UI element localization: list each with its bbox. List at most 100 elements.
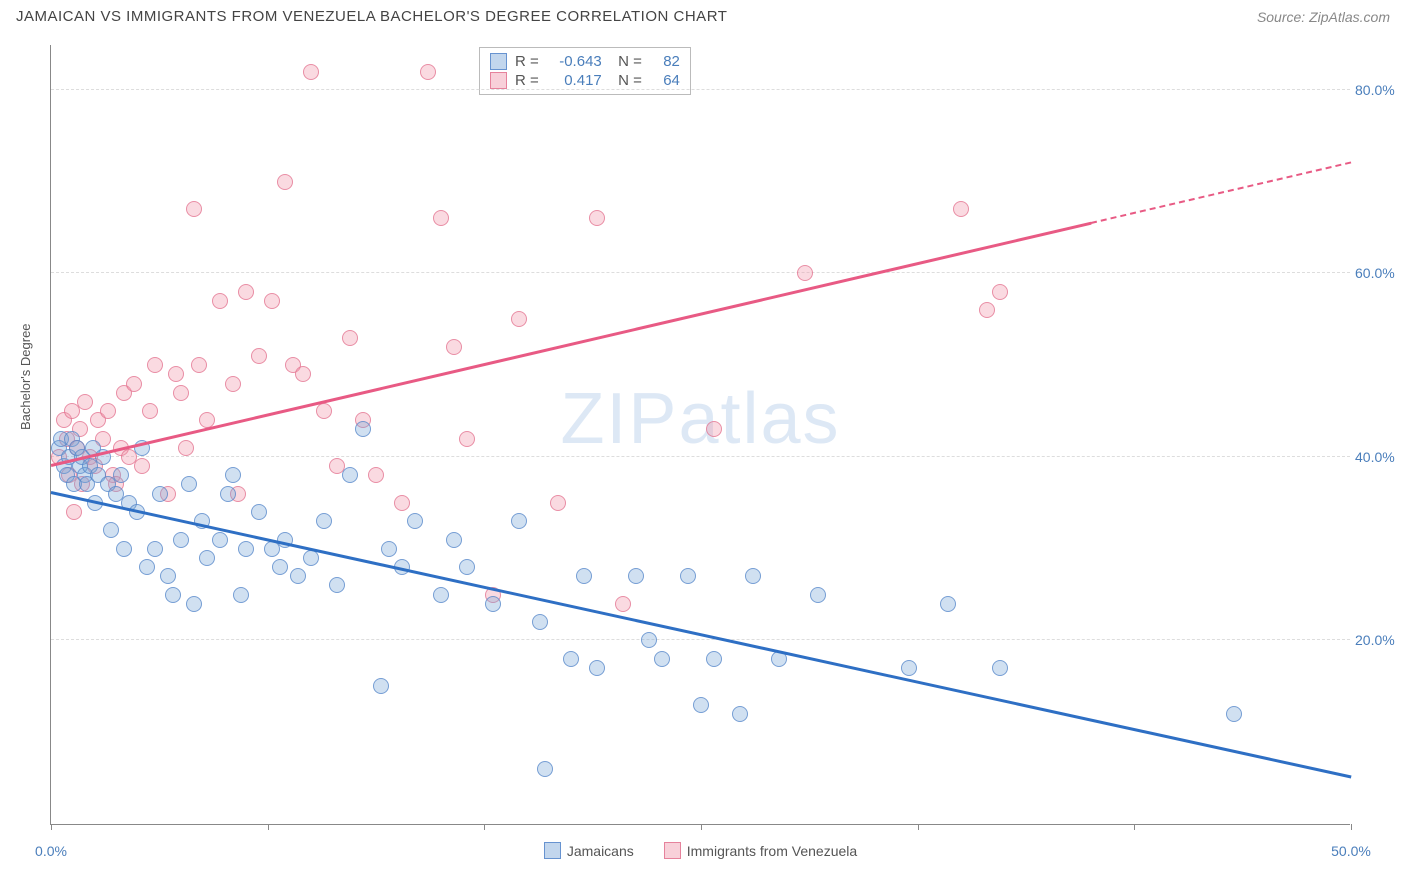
r-value-pink: 0.417	[547, 72, 602, 89]
data-point	[810, 587, 826, 603]
data-point	[77, 394, 93, 410]
data-point	[126, 376, 142, 392]
scatter-chart: ZIPatlas R = -0.643 N = 82 R = 0.417 N =…	[50, 45, 1350, 825]
data-point	[446, 532, 462, 548]
data-point	[381, 541, 397, 557]
data-point	[420, 64, 436, 80]
n-value-pink: 64	[650, 72, 680, 89]
data-point	[368, 467, 384, 483]
ytick-label: 20.0%	[1355, 632, 1406, 648]
data-point	[537, 761, 553, 777]
data-point	[199, 550, 215, 566]
ytick-label: 40.0%	[1355, 449, 1406, 465]
n-value-blue: 82	[650, 53, 680, 70]
data-point	[732, 706, 748, 722]
data-point	[147, 541, 163, 557]
xtick-label-left: 0.0%	[35, 843, 67, 859]
data-point	[316, 403, 332, 419]
trend-line	[51, 221, 1092, 466]
data-point	[264, 293, 280, 309]
data-point	[550, 495, 566, 511]
data-point	[147, 357, 163, 373]
data-point	[511, 513, 527, 529]
data-point	[178, 440, 194, 456]
data-point	[433, 210, 449, 226]
data-point	[173, 532, 189, 548]
watermark: ZIPatlas	[560, 378, 840, 460]
data-point	[160, 568, 176, 584]
data-point	[238, 284, 254, 300]
data-point	[329, 577, 345, 593]
data-point	[373, 678, 389, 694]
data-point	[706, 421, 722, 437]
data-point	[342, 467, 358, 483]
stats-row-pink: R = 0.417 N = 64	[490, 71, 680, 90]
r-value-blue: -0.643	[547, 53, 602, 70]
trend-line	[1091, 161, 1351, 224]
stats-row-blue: R = -0.643 N = 82	[490, 52, 680, 71]
xtick	[1351, 824, 1352, 830]
data-point	[433, 587, 449, 603]
swatch-pink	[664, 842, 681, 859]
data-point	[680, 568, 696, 584]
legend-item-blue: Jamaicans	[544, 842, 634, 859]
data-point	[303, 64, 319, 80]
swatch-pink	[490, 72, 507, 89]
data-point	[693, 697, 709, 713]
gridline	[51, 89, 1350, 90]
stats-legend-box: R = -0.643 N = 82 R = 0.417 N = 64	[479, 47, 691, 95]
data-point	[212, 293, 228, 309]
legend-item-pink: Immigrants from Venezuela	[664, 842, 857, 859]
r-label: R =	[515, 72, 539, 89]
data-point	[66, 504, 82, 520]
data-point	[953, 201, 969, 217]
data-point	[116, 541, 132, 557]
data-point	[992, 660, 1008, 676]
data-point	[103, 522, 119, 538]
data-point	[589, 210, 605, 226]
ytick-label: 80.0%	[1355, 82, 1406, 98]
swatch-blue	[490, 53, 507, 70]
data-point	[100, 403, 116, 419]
data-point	[706, 651, 722, 667]
data-point	[589, 660, 605, 676]
xtick	[51, 824, 52, 830]
xtick	[701, 824, 702, 830]
xtick-label-right: 50.0%	[1331, 843, 1371, 859]
data-point	[446, 339, 462, 355]
data-point	[355, 421, 371, 437]
xtick	[268, 824, 269, 830]
n-label: N =	[610, 72, 642, 89]
data-point	[797, 265, 813, 281]
data-point	[407, 513, 423, 529]
data-point	[1226, 706, 1242, 722]
data-point	[251, 504, 267, 520]
data-point	[225, 467, 241, 483]
data-point	[303, 550, 319, 566]
data-point	[745, 568, 761, 584]
data-point	[641, 632, 657, 648]
ytick-label: 60.0%	[1355, 265, 1406, 281]
data-point	[628, 568, 644, 584]
xtick	[918, 824, 919, 830]
data-point	[173, 385, 189, 401]
legend-label-pink: Immigrants from Venezuela	[687, 843, 857, 859]
data-point	[342, 330, 358, 346]
data-point	[459, 431, 475, 447]
trend-line	[51, 491, 1352, 778]
data-point	[225, 376, 241, 392]
data-point	[654, 651, 670, 667]
gridline	[51, 456, 1350, 457]
data-point	[186, 201, 202, 217]
data-point	[191, 357, 207, 373]
data-point	[485, 596, 501, 612]
data-point	[134, 458, 150, 474]
data-point	[212, 532, 228, 548]
data-point	[238, 541, 254, 557]
data-point	[181, 476, 197, 492]
data-point	[251, 348, 267, 364]
y-axis-label: Bachelor's Degree	[18, 323, 33, 430]
data-point	[979, 302, 995, 318]
gridline	[51, 272, 1350, 273]
data-point	[220, 486, 236, 502]
